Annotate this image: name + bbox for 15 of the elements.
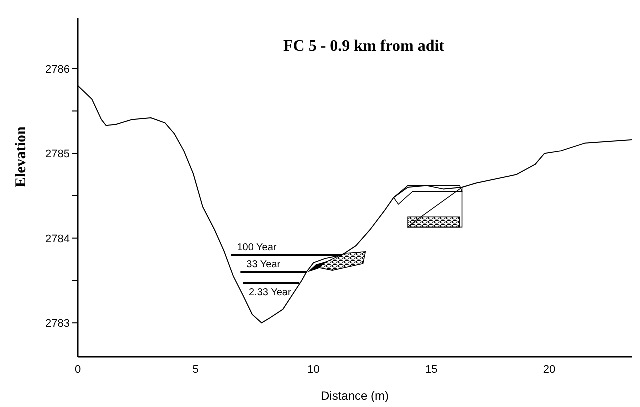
- y-tick-label: 2785: [46, 148, 70, 161]
- y-tick-label: 2784: [46, 233, 70, 246]
- x-tick-label: 5: [192, 364, 199, 376]
- y-axis-title: Elevation: [13, 126, 30, 188]
- series-label: 2.33 Year: [249, 287, 292, 298]
- x-axis-title: Distance (m): [320, 389, 390, 403]
- text: FC 5 - 0.9 km from adit: [282, 38, 446, 56]
- x-tick-label: 20: [543, 364, 556, 376]
- x-tick-label: 10: [308, 364, 320, 376]
- series-label: 33 Year: [246, 259, 282, 270]
- series-label: 100 Year: [237, 242, 278, 254]
- y-tick-label: 2783: [46, 318, 70, 330]
- x-tick-label: 15: [425, 364, 438, 376]
- x-tick-label: 0: [74, 364, 82, 376]
- y-tick-label: 2786: [46, 64, 70, 76]
